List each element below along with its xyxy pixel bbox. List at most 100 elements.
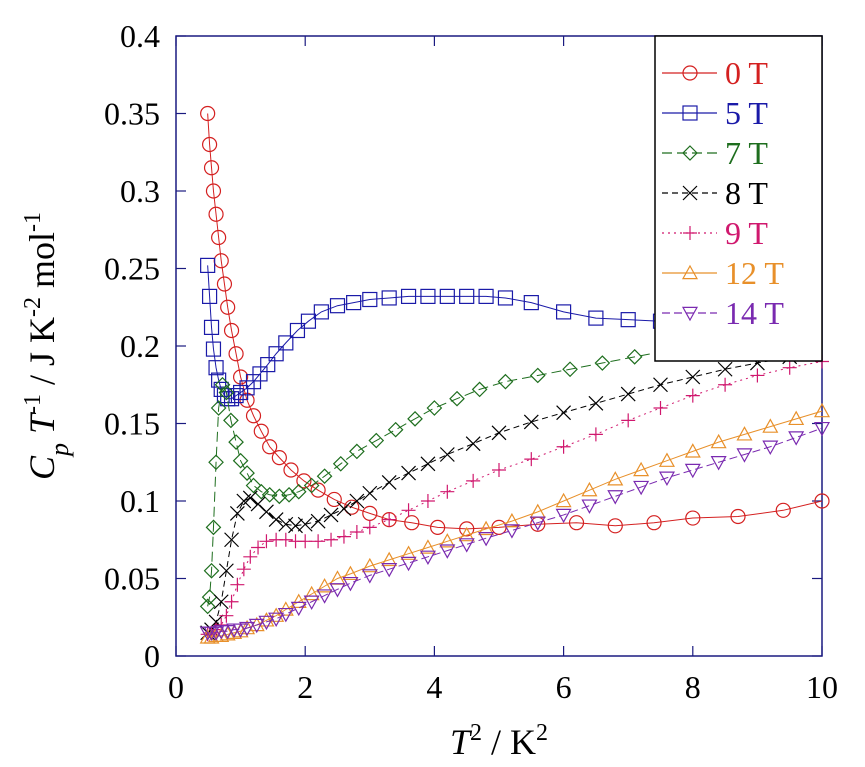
- y-tick-label: 0.35: [104, 96, 160, 132]
- x-tick-label: 2: [297, 669, 313, 705]
- x-tick-label: 0: [168, 669, 184, 705]
- legend-label: 5 T: [725, 95, 768, 131]
- legend-entry: 9 T: [662, 215, 768, 251]
- data-point: [556, 439, 571, 454]
- data-point: [213, 627, 230, 643]
- data-point: [710, 456, 727, 471]
- data-point: [248, 618, 265, 634]
- data-point: [685, 510, 701, 526]
- data-point: [205, 341, 222, 357]
- legend: 0 T 5 T 7 T 8 T 9 T 12 T 14 T: [654, 35, 823, 362]
- data-point: [401, 465, 416, 481]
- data-point: [362, 485, 378, 501]
- data-point: [458, 538, 475, 553]
- data-point: [750, 368, 765, 383]
- data-point: [289, 322, 306, 339]
- data-point: [620, 312, 636, 328]
- legend-label: 0 T: [725, 55, 768, 91]
- data-point: [278, 335, 294, 351]
- data-point: [621, 413, 636, 428]
- data-point: [278, 516, 294, 532]
- data-point: [420, 456, 436, 472]
- series-line: [207, 427, 823, 634]
- data-point: [213, 594, 229, 610]
- data-point: [223, 391, 240, 407]
- legend-entry: 8 T: [662, 175, 768, 211]
- data-point: [497, 373, 514, 390]
- data-point: [524, 452, 539, 467]
- data-point: [199, 598, 216, 615]
- data-point: [439, 544, 456, 559]
- series-layer: [199, 105, 831, 644]
- data-point: [718, 377, 733, 392]
- data-point: [555, 304, 572, 320]
- data-point: [658, 452, 675, 467]
- data-point: [736, 426, 753, 441]
- data-point: [310, 513, 326, 529]
- data-point: [258, 615, 275, 631]
- data-point: [346, 295, 362, 311]
- data-point: [336, 529, 351, 544]
- data-point: [426, 400, 443, 416]
- data-point: [439, 533, 456, 548]
- data-point: [684, 443, 701, 458]
- data-point: [503, 512, 520, 528]
- y-tick-label: 0.1: [120, 483, 160, 519]
- data-point: [419, 550, 436, 566]
- series-line: [207, 361, 823, 635]
- data-point: [568, 515, 585, 531]
- data-point: [813, 402, 831, 418]
- data-point: [253, 423, 269, 439]
- data-point: [239, 465, 255, 481]
- data-point: [400, 545, 417, 560]
- data-point: [491, 425, 507, 441]
- data-point: [404, 515, 420, 531]
- data-point: [440, 484, 455, 499]
- data-point: [260, 357, 276, 373]
- data-point: [316, 578, 333, 593]
- data-point: [458, 526, 475, 542]
- data-point: [775, 502, 791, 518]
- data-point: [492, 463, 506, 477]
- data-point: [277, 607, 294, 623]
- data-point: [336, 501, 352, 517]
- x-tick-label: 6: [556, 669, 572, 705]
- data-point: [329, 570, 346, 585]
- data-point: [523, 414, 539, 430]
- data-point: [449, 390, 465, 407]
- legend-items: 0 T 5 T 7 T 8 T 9 T 12 T 14 T: [662, 55, 784, 331]
- data-point: [626, 349, 643, 365]
- data-point: [203, 160, 220, 176]
- data-point: [588, 310, 604, 326]
- data-point: [653, 377, 668, 393]
- data-point: [788, 431, 805, 446]
- data-point: [223, 412, 239, 429]
- legend-entry: 0 T: [662, 55, 768, 91]
- data-point: [581, 481, 598, 497]
- data-point: [607, 490, 624, 505]
- data-point: [259, 504, 274, 520]
- data-point: [555, 508, 572, 524]
- data-point: [361, 557, 378, 573]
- data-point: [653, 401, 668, 415]
- data-point: [290, 593, 307, 608]
- data-point: [219, 608, 234, 623]
- series-line: [207, 337, 732, 607]
- data-point: [762, 418, 779, 433]
- x-tick-label: 10: [806, 669, 838, 705]
- data-point: [329, 583, 346, 598]
- data-point: [658, 471, 675, 486]
- data-point: [278, 532, 293, 547]
- data-point: [303, 595, 320, 610]
- legend-label: 12 T: [725, 255, 784, 291]
- data-point: [349, 525, 364, 539]
- data-point: [228, 346, 244, 362]
- legend-marker: [682, 185, 698, 201]
- data-point: [633, 480, 650, 496]
- data-point: [218, 384, 235, 401]
- data-point: [581, 499, 598, 514]
- data-point: [523, 295, 539, 311]
- data-point: [478, 288, 494, 304]
- data-point: [459, 288, 475, 304]
- data-point: [303, 585, 320, 601]
